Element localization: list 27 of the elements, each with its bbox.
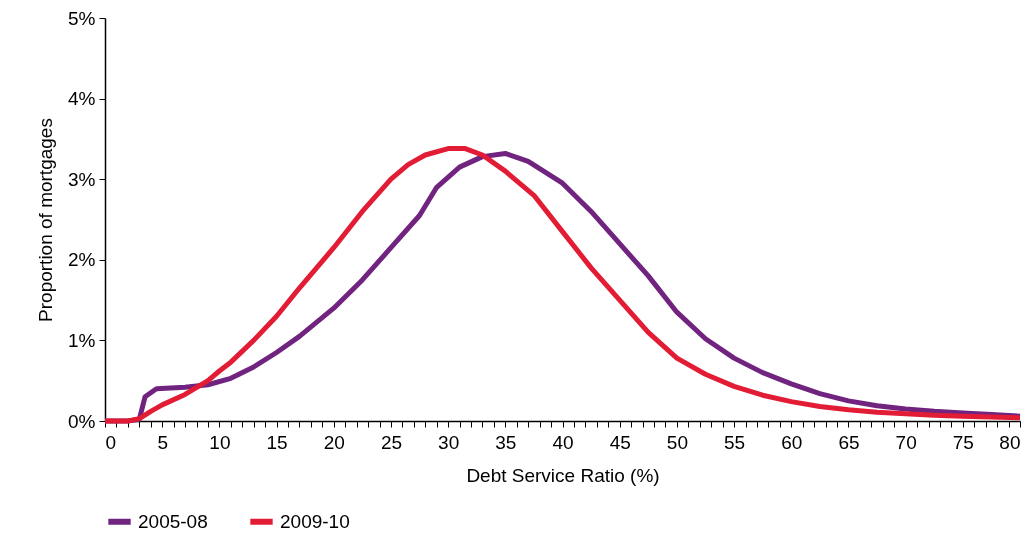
x-tick-label: 0: [105, 431, 117, 453]
x-tick-label: 40: [552, 431, 574, 453]
y-tick-label: 1%: [68, 329, 96, 351]
x-tick-label: 10: [209, 431, 231, 453]
y-tick-label: 0%: [68, 410, 96, 432]
x-tick-label: 25: [380, 431, 403, 453]
x-tick-label: 70: [895, 431, 917, 453]
x-tick-label: 60: [781, 431, 803, 453]
x-tick-label: 65: [838, 431, 860, 453]
x-tick-label: 15: [266, 431, 288, 453]
x-tick-label: 75: [952, 431, 974, 453]
x-tick-label: 50: [666, 431, 688, 453]
x-tick-label: 45: [609, 431, 631, 453]
x-tick-label: 55: [723, 431, 746, 453]
y-axis-title: Proportion of mortgages: [35, 118, 57, 322]
x-tick-label: 35: [495, 431, 517, 453]
x-tick-label: 20: [323, 431, 345, 453]
y-tick-label: 5%: [68, 7, 96, 29]
x-tick-label: 30: [438, 431, 460, 453]
y-tick-label: 2%: [68, 249, 96, 271]
legend-label: 2005-08: [138, 510, 208, 532]
x-tick-label: 80: [999, 431, 1021, 453]
y-tick-label: 3%: [68, 168, 96, 190]
y-tick-label: 4%: [68, 88, 96, 110]
legend-label: 2009-10: [280, 510, 350, 532]
x-tick-label: 5: [157, 431, 168, 453]
x-axis-title: Debt Service Ratio (%): [466, 464, 660, 486]
